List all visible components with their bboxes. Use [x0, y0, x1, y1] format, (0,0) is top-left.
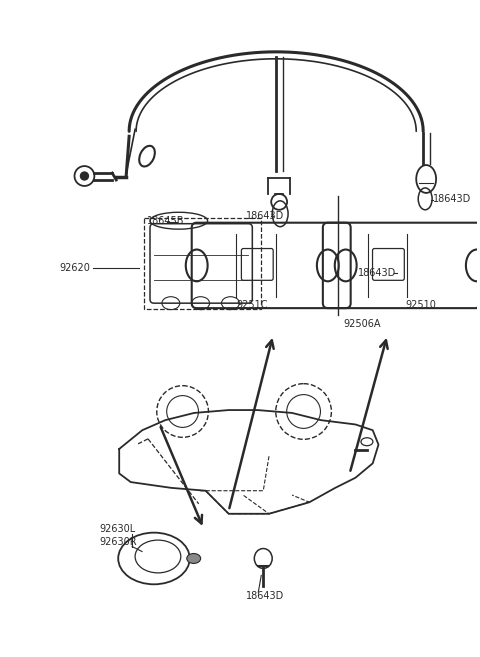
Text: 18643D: 18643D	[246, 591, 285, 601]
Text: 18645B: 18645B	[147, 215, 184, 226]
Text: 18643D: 18643D	[246, 211, 285, 221]
Text: 92506A: 92506A	[344, 319, 381, 329]
Text: 92620: 92620	[60, 263, 90, 273]
Text: 92630L: 92630L	[99, 524, 135, 533]
Text: 92510: 92510	[405, 300, 436, 310]
Text: 18643D: 18643D	[433, 194, 471, 204]
Ellipse shape	[187, 553, 201, 564]
Text: 18643D: 18643D	[358, 268, 396, 279]
Text: 9251C: 9251C	[237, 300, 268, 310]
Circle shape	[81, 172, 88, 180]
Text: 92630R: 92630R	[99, 537, 137, 547]
